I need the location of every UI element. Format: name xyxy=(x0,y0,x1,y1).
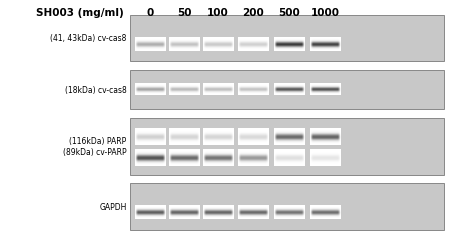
FancyBboxPatch shape xyxy=(130,71,444,110)
Text: 1000: 1000 xyxy=(311,8,340,18)
Text: 50: 50 xyxy=(177,8,191,18)
FancyBboxPatch shape xyxy=(130,16,444,62)
Text: (18kDa) cv-cas8: (18kDa) cv-cas8 xyxy=(65,86,127,95)
Text: 100: 100 xyxy=(207,8,229,18)
Text: SH003 (mg/ml): SH003 (mg/ml) xyxy=(36,8,124,18)
Text: (116kDa) PARP
(89kDa) cv-PARP: (116kDa) PARP (89kDa) cv-PARP xyxy=(63,137,127,156)
Text: (41, 43kDa) cv-cas8: (41, 43kDa) cv-cas8 xyxy=(50,34,127,43)
Text: 0: 0 xyxy=(147,8,154,18)
Text: 200: 200 xyxy=(242,8,264,18)
FancyBboxPatch shape xyxy=(130,118,444,175)
Text: GAPDH: GAPDH xyxy=(99,202,127,211)
Text: 500: 500 xyxy=(279,8,301,18)
FancyBboxPatch shape xyxy=(130,184,444,230)
